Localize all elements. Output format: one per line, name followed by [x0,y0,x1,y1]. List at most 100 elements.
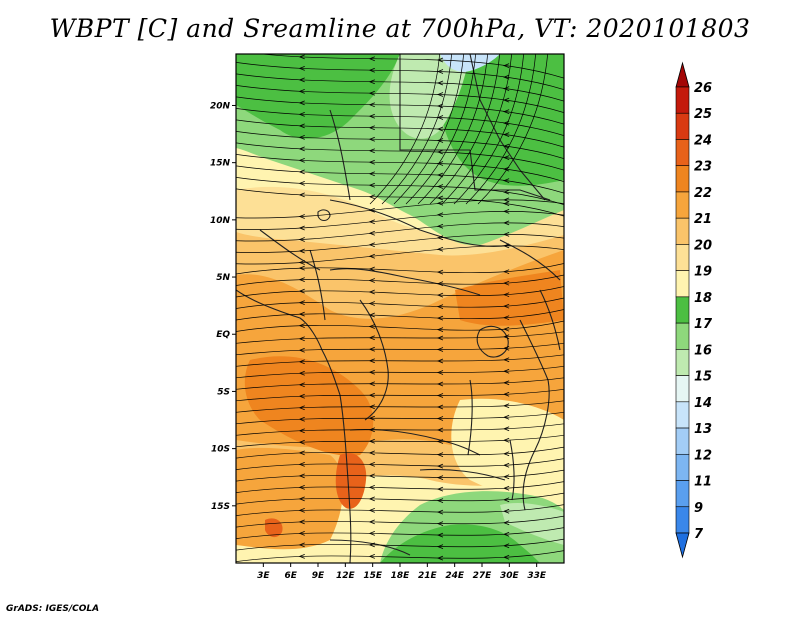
colorbar-swatch [675,139,690,167]
streamline-arrow [436,235,444,241]
streamline [236,61,564,91]
streamline-arrow [298,496,305,502]
streamline-arrow [436,184,444,189]
streamlines [236,54,564,563]
streamline-arrow [436,292,444,298]
streamline-arrow [503,231,510,237]
streamline-arrow [368,102,375,108]
streamline-arrow [436,149,444,155]
streamline-arrow [436,439,444,444]
streamline [236,354,564,367]
streamline-arrow [298,462,305,467]
lon-tick-label: 9E [312,571,325,581]
colorbar-label: 13 [694,422,712,437]
streamline [236,233,564,253]
streamline [477,54,548,205]
streamline-arrow [503,357,510,363]
streamline-arrow [503,543,510,549]
colorbar-label: 20 [694,238,712,253]
streamline-arrow [368,56,375,62]
streamline-arrow [503,243,510,249]
lat-tick-label: 10N [210,216,231,226]
field-region-green-light-north [389,54,470,139]
streamline [236,188,564,217]
streamline-arrow [503,474,510,480]
streamline-arrow [368,507,375,513]
streamline-arrow [503,132,510,137]
streamline-arrow [436,370,444,375]
streamline-arrow [298,393,305,399]
streamline-arrow [436,69,444,74]
streamline-arrow [436,269,444,275]
streamline-arrow [298,508,305,513]
streamline-arrow [368,125,375,131]
streamline-arrow [298,66,305,71]
streamline-arrow [503,462,510,468]
streamline-arrow [503,303,510,309]
streamline-arrow [368,194,375,200]
streamline [417,54,488,205]
colorbar-label: 12 [694,448,712,463]
streamline-arrow [436,195,444,201]
colorbar-label: 26 [694,81,712,96]
streamline [236,481,564,494]
streamline-arrow [436,404,444,410]
streamline-arrow [436,463,444,469]
streamline-arrow [503,326,510,332]
streamline-arrow [503,166,510,172]
colorbar-swatch [675,401,690,429]
streamline-arrow [368,496,375,502]
streamline-arrow [503,86,510,91]
colorbar-swatch [675,112,690,140]
streamline-arrow [503,391,510,397]
streamline-arrow [298,450,305,456]
streamline-arrow [436,304,444,310]
lon-tick-label: 27E [473,571,493,581]
streamline-arrow [436,347,444,352]
streamline-arrow [298,248,305,254]
streamline [236,263,564,275]
streamline-arrow [503,554,510,560]
colorbar-label: 17 [694,317,713,332]
streamline-arrow [503,345,510,351]
streamline [236,320,564,332]
streamline-arrow [503,426,510,432]
lon-tick-label: 3E [257,571,270,581]
border-lake-victoria [476,325,509,358]
streamline-arrow [503,178,510,183]
streamline [236,73,564,102]
streamline-arrow [368,171,375,177]
streamline [236,165,564,194]
streamline [236,423,564,436]
colorbar-swatch [675,427,690,455]
streamline-arrow [436,92,444,97]
streamline-arrow [368,253,375,259]
streamline-arrow [436,427,444,433]
streamline-arrow [503,497,510,503]
colorbar-swatch [675,217,690,245]
colorbar-label: 24 [694,133,712,148]
border-car [329,268,481,296]
streamline-arrow [436,126,444,132]
colorbar-label: 21 [694,212,712,227]
colorbar-label: 19 [694,265,712,280]
streamline-arrow [298,382,305,388]
streamline [236,434,564,448]
streamline-arrow [298,89,305,94]
streamline-arrow [436,381,444,387]
border-ethiopia [499,239,561,281]
streamline-arrow [503,451,510,457]
streamline-arrow [368,79,375,85]
streamline-arrow [368,358,375,364]
streamline [236,538,564,551]
streamline-arrow [368,427,375,433]
streamline [236,411,564,425]
latitude-axis: 20N 15N 10N 5N EQ 5S 10S 15S [210,101,236,512]
streamline-arrow [298,519,305,525]
streamline-arrow [436,555,444,561]
colorbar-swatch [675,322,690,350]
streamline-arrow [368,438,375,444]
streamline [236,377,564,390]
streamline-arrow [436,335,444,341]
streamline-arrow [368,369,375,375]
